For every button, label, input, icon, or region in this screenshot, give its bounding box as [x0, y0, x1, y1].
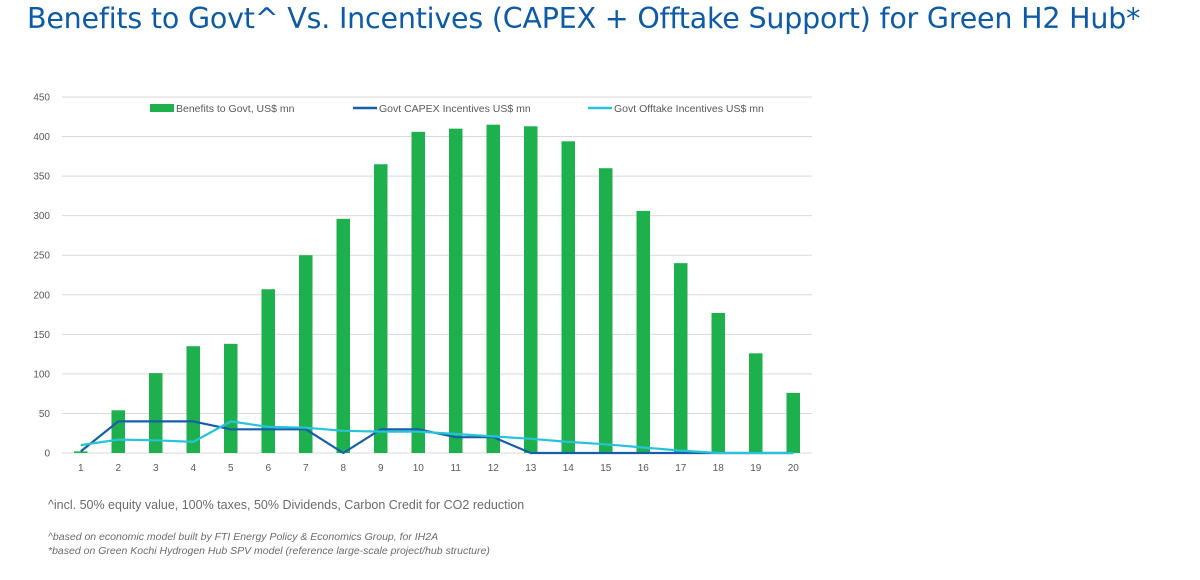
benefits-bars — [74, 124, 800, 453]
y-tick-label: 0 — [44, 449, 50, 460]
legend-label: Govt Offtake Incentives US$ mn — [614, 103, 764, 115]
x-tick-label: 2 — [115, 463, 121, 474]
benefits-bar — [636, 210, 650, 453]
x-axis-tick-labels: 1 2 3 4 5 6 7 8 9 10 11 12 13 14 15 16 17 18 19 20 — [78, 463, 799, 474]
y-tick-label: 100 — [33, 369, 50, 380]
x-tick-label: 4 — [190, 463, 196, 474]
footnote-model-source: ^based on economic model built by FTI En… — [48, 531, 439, 543]
y-tick-label: 250 — [33, 251, 50, 262]
legend: Benefits to Govt, US$ mn Govt CAPEX Incen… — [150, 103, 764, 115]
x-tick-label: 5 — [228, 463, 234, 474]
y-tick-label: 400 — [33, 132, 50, 143]
x-tick-label: 11 — [451, 463, 462, 474]
x-tick-label: 8 — [340, 463, 346, 474]
y-tick-label: 150 — [33, 330, 50, 341]
x-tick-label: 3 — [153, 463, 159, 474]
y-tick-label: 300 — [33, 211, 50, 222]
y-tick-label: 200 — [33, 290, 50, 301]
benefits-bar — [224, 343, 238, 453]
footnote-equity: ^incl. 50% equity value, 100% taxes, 50%… — [48, 498, 525, 512]
benefits-bar — [336, 218, 350, 453]
benefits-bar — [74, 451, 88, 453]
legend-label: Benefits to Govt, US$ mn — [176, 103, 295, 115]
x-tick-label: 15 — [600, 463, 612, 474]
benefits-bar — [111, 410, 125, 453]
gridlines — [62, 96, 812, 454]
y-tick-label: 50 — [39, 409, 51, 420]
benefits-bar — [786, 392, 800, 453]
benefits-bar — [711, 312, 725, 453]
x-tick-label: 7 — [303, 463, 309, 474]
legend-item: Benefits to Govt, US$ mn — [150, 103, 295, 115]
benefits-bar — [186, 346, 200, 453]
benefits-bar — [599, 168, 613, 453]
legend-item: Govt CAPEX Incentives US$ mn — [353, 103, 531, 115]
benefits-bar — [374, 164, 388, 453]
x-tick-label: 14 — [563, 463, 575, 474]
x-tick-label: 13 — [525, 463, 537, 474]
legend-label: Govt CAPEX Incentives US$ mn — [379, 103, 531, 115]
y-tick-label: 450 — [33, 93, 50, 104]
x-tick-label: 9 — [378, 463, 384, 474]
benefits-bar — [486, 124, 500, 453]
x-tick-label: 12 — [488, 463, 500, 474]
x-tick-label: 19 — [750, 463, 762, 474]
x-tick-label: 1 — [78, 463, 84, 474]
benefits-bar — [411, 131, 425, 453]
benefits-bar — [149, 373, 163, 453]
offtake-incentives-line — [80, 420, 794, 455]
y-axis-tick-labels: 0 50 100 150 200 250 300 350 400 450 — [33, 93, 50, 460]
benefits-bar — [449, 128, 463, 453]
page-title: Benefits to Govt^ Vs. Incentives (CAPEX … — [27, 2, 1141, 35]
y-tick-label: 350 — [33, 172, 50, 183]
benefits-bar — [749, 353, 763, 453]
x-tick-label: 16 — [638, 463, 650, 474]
x-tick-label: 18 — [713, 463, 725, 474]
benefits-bar — [674, 263, 688, 453]
footnote-project-source: *based on Green Kochi Hydrogen Hub SPV m… — [48, 545, 490, 557]
x-tick-label: 10 — [413, 463, 425, 474]
legend-swatch — [150, 104, 174, 112]
benefits-bar — [299, 255, 313, 453]
legend-item: Govt Offtake Incentives US$ mn — [588, 103, 764, 115]
incentive-lines — [80, 420, 794, 455]
x-tick-label: 17 — [675, 463, 687, 474]
x-tick-label: 20 — [788, 463, 800, 474]
benefits-bar — [561, 141, 575, 453]
benefits-bar — [261, 289, 275, 453]
x-tick-label: 6 — [265, 463, 271, 474]
benefits-bar — [524, 126, 538, 453]
